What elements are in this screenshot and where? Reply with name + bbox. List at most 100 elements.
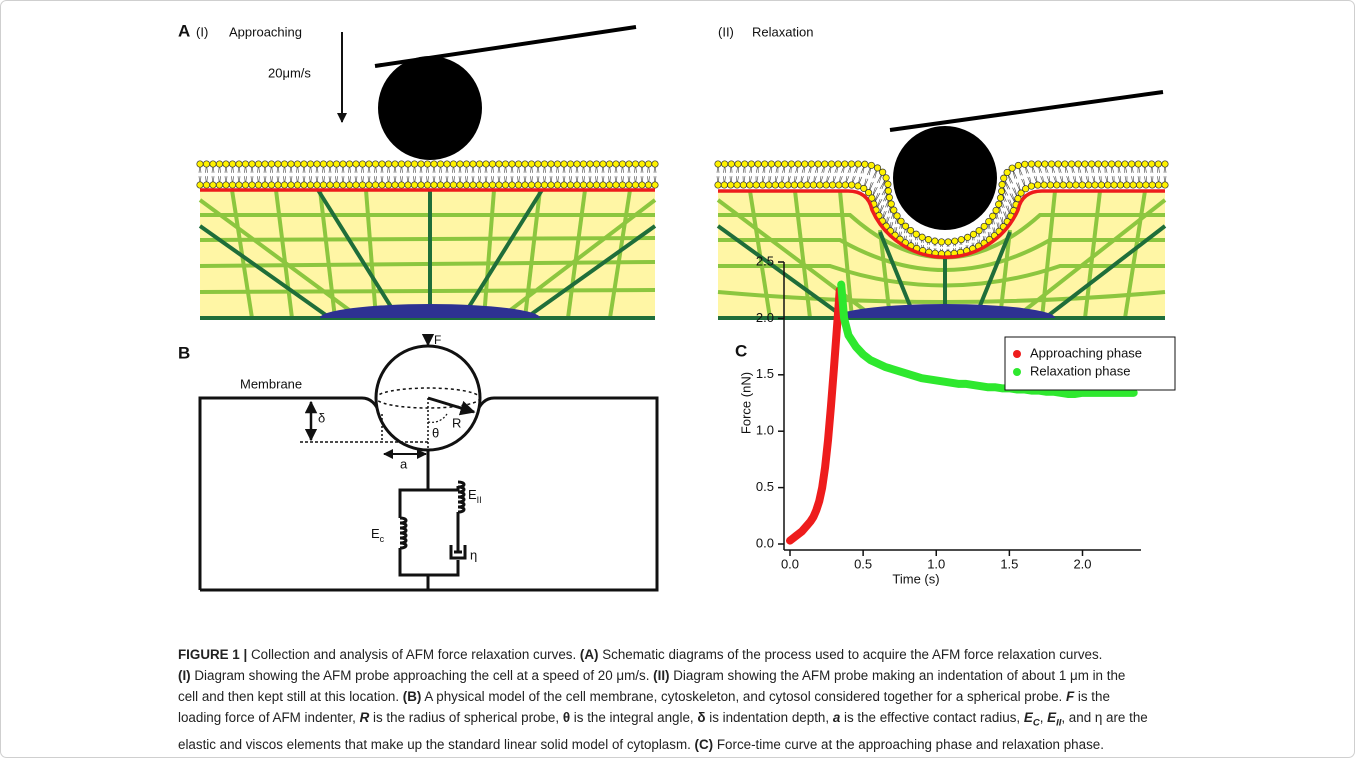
lipid-head	[502, 182, 508, 188]
lipid-head	[411, 161, 417, 167]
lipid-head	[255, 182, 261, 188]
lipid-head	[197, 161, 203, 167]
lipid-head	[463, 161, 469, 167]
lipid-head	[281, 182, 287, 188]
ec-symbol: E	[371, 526, 380, 541]
caption-line: cell and then kept still at this locatio…	[178, 686, 1348, 707]
lipid-head	[1155, 161, 1161, 167]
lipid-head	[1105, 182, 1111, 188]
lipid-head	[554, 182, 560, 188]
lipid-head	[457, 182, 463, 188]
lipid-head	[476, 182, 482, 188]
lipid-head	[986, 218, 992, 224]
lipid-head	[574, 161, 580, 167]
lipid-head	[593, 182, 599, 188]
lipid-head	[424, 182, 430, 188]
panel-label: C	[735, 341, 747, 360]
panel-label: B	[178, 343, 190, 362]
lipid-head	[768, 161, 774, 167]
lipid-head	[522, 161, 528, 167]
lipid-head	[740, 182, 746, 188]
lipid-head	[567, 182, 573, 188]
lipid-head	[639, 161, 645, 167]
lipid-head	[919, 234, 925, 240]
lipid-head	[1162, 182, 1168, 188]
legend-marker	[1013, 350, 1021, 358]
lipid-head	[561, 182, 567, 188]
lipid-head	[418, 182, 424, 188]
lipid-head	[431, 161, 437, 167]
caption-text: , and η are the	[1061, 710, 1147, 725]
lipid-head	[574, 182, 580, 188]
lipid-head	[823, 182, 829, 188]
lipid-head	[418, 161, 424, 167]
lipid-head	[275, 182, 281, 188]
lipid-head	[307, 161, 313, 167]
lipid-head	[1148, 161, 1154, 167]
lipid-head	[509, 161, 515, 167]
caption-text: is the	[1074, 689, 1110, 704]
x-tick-label: 0.0	[781, 556, 799, 571]
lipid-head	[463, 182, 469, 188]
lipid-head	[925, 236, 931, 242]
x-tick-label: 1.5	[1000, 556, 1018, 571]
lipid-head	[721, 182, 727, 188]
lipid-head	[1135, 161, 1141, 167]
lipid-head	[626, 182, 632, 188]
lipid-head	[1162, 161, 1168, 167]
spring-ec	[400, 518, 406, 548]
lipid-head	[913, 231, 919, 237]
lipid-head	[606, 161, 612, 167]
lipid-head	[392, 161, 398, 167]
lipid-head	[775, 161, 781, 167]
caption-text: (B)	[403, 689, 422, 704]
lipid-head	[759, 182, 765, 188]
lipid-head	[932, 238, 938, 244]
lipid-head	[1124, 182, 1130, 188]
caption-text: loading force of AFM indenter,	[178, 710, 360, 725]
caption-text: elastic and viscos elements that make up…	[178, 737, 695, 752]
lipid-head	[580, 182, 586, 188]
lipid-head	[353, 182, 359, 188]
lipid-head	[1034, 182, 1040, 188]
lipid-head	[476, 161, 482, 167]
subpanel-label: (I)	[196, 24, 208, 39]
lipid-head	[340, 161, 346, 167]
depth-label: δ	[318, 410, 325, 425]
lipid-head	[210, 182, 216, 188]
probe-sphere	[378, 56, 482, 160]
lipid-head	[333, 182, 339, 188]
lipid-head	[1015, 162, 1021, 168]
lipid-head	[788, 161, 794, 167]
lipid-head	[619, 182, 625, 188]
lipid-head	[822, 161, 828, 167]
caption-line: FIGURE 1 | Collection and analysis of AF…	[178, 644, 1348, 665]
lipid-head	[613, 161, 619, 167]
probe-sphere	[893, 126, 997, 230]
eii-label: EII	[468, 487, 482, 505]
ec-label: Ec	[371, 526, 385, 544]
lipid-head	[275, 161, 281, 167]
lipid-head	[1130, 182, 1136, 188]
lipid-head	[766, 182, 772, 188]
lipid-head	[600, 161, 606, 167]
lipid-head	[1102, 161, 1108, 167]
panel-b	[200, 335, 657, 590]
lipid-head	[721, 161, 727, 167]
lipid-head	[1068, 161, 1074, 167]
lipid-head	[385, 182, 391, 188]
caption-text: E	[1047, 710, 1056, 725]
lipid-head	[1022, 161, 1028, 167]
lipid-head	[952, 238, 958, 244]
lipid-head	[249, 161, 255, 167]
y-tick-label: 2.5	[756, 253, 774, 268]
lipid-head	[639, 182, 645, 188]
lipid-head	[879, 169, 885, 175]
lipid-head	[842, 161, 848, 167]
lipid-head	[855, 161, 861, 167]
caption-line: (I) Diagram showing the AFM probe approa…	[178, 665, 1348, 686]
lipid-head	[829, 182, 835, 188]
lipid-head	[548, 161, 554, 167]
eii-symbol: E	[468, 487, 477, 502]
lipid-head	[1128, 161, 1134, 167]
